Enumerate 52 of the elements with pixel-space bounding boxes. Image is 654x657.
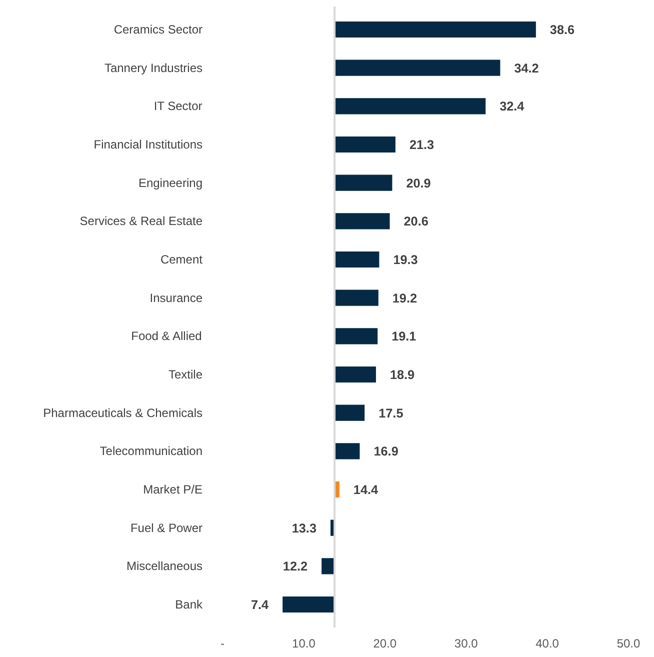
data-label: 7.4 (250, 598, 269, 612)
bar (334, 251, 380, 268)
y-tick-label: Telecommunication (100, 444, 203, 458)
x-tick-label: 30.0 (454, 636, 478, 650)
data-label: 32.4 (500, 100, 524, 114)
bar (334, 443, 360, 460)
bar (334, 136, 396, 153)
data-label: 16.9 (374, 444, 398, 459)
y-tick-label: Engineering (138, 176, 203, 190)
bar (322, 558, 335, 574)
bar (334, 60, 500, 76)
x-tick-label: 50.0 (616, 636, 641, 650)
data-label: 17.5 (378, 406, 404, 420)
bar (334, 174, 392, 191)
bar (334, 290, 378, 306)
x-tick-label: 10.0 (292, 636, 316, 650)
y-tick-label: Market P/E (143, 482, 203, 496)
bar (334, 366, 376, 383)
data-label: 12.2 (282, 560, 308, 574)
y-tick-label: Cement (160, 252, 204, 266)
data-label: 21.3 (409, 138, 434, 152)
y-tick-label: Insurance (150, 290, 203, 305)
y-tick-label: Pharmaceuticals & Chemicals (43, 406, 203, 420)
data-label: 18.9 (390, 368, 415, 382)
data-label: 13.3 (292, 521, 317, 536)
y-tick-label: Miscellaneous (126, 559, 203, 574)
bar (334, 404, 365, 421)
data-label: 20.9 (406, 176, 431, 190)
data-label: 20.6 (404, 214, 428, 229)
y-tick-label: Bank (175, 598, 204, 612)
bar (334, 213, 390, 230)
bar (334, 21, 536, 38)
data-label: 19.2 (392, 291, 418, 306)
y-tick-label: Textile (168, 368, 203, 382)
y-tick-label: Financial Institutions (94, 138, 203, 152)
y-tick-label: Services & Real Estate (80, 214, 203, 228)
y-tick-label: Tannery Industries (104, 60, 203, 75)
data-label: 34.2 (514, 61, 539, 76)
bar (282, 596, 335, 613)
data-label: 19.1 (392, 330, 416, 344)
y-tick-label: Food & Allied (131, 329, 202, 344)
y-tick-label: IT Sector (154, 99, 202, 114)
y-tick-label: Fuel & Power (130, 520, 203, 535)
bar (334, 98, 486, 114)
x-tick-label: 20.0 (373, 636, 397, 650)
data-label: 19.3 (393, 253, 418, 267)
data-label: 38.6 (550, 23, 575, 37)
x-tick-label: 40.0 (536, 636, 560, 650)
bar (334, 328, 378, 344)
data-label: 14.4 (353, 483, 378, 497)
x-tick-label: - (220, 636, 224, 650)
y-tick-label: Ceramics Sector (114, 22, 203, 36)
